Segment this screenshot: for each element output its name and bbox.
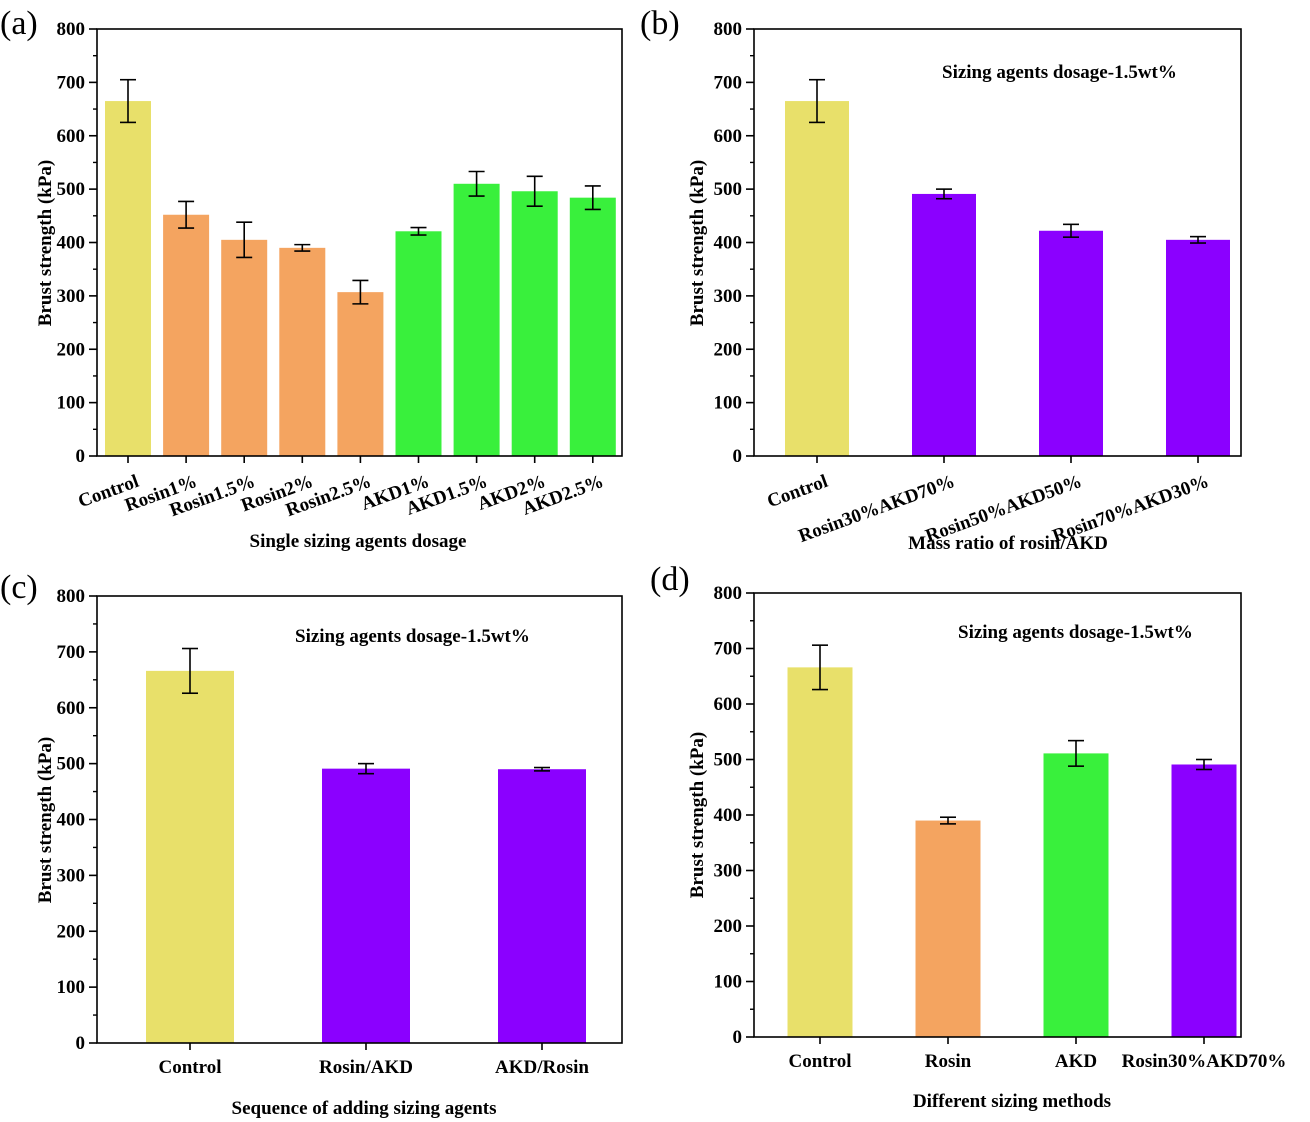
bar-AKD2.5% xyxy=(569,197,616,457)
bar-Rosin50%AKD50% xyxy=(1039,230,1103,456)
y-tick-label: 400 xyxy=(714,233,743,254)
y-tick-label: 300 xyxy=(57,865,86,886)
x-axis-title: Mass ratio of rosin/AKD xyxy=(908,533,1108,554)
x-tick-label: AKD/Rosin xyxy=(495,1057,589,1078)
bar-Rosin/AKD xyxy=(322,768,410,1043)
y-tick-label: 400 xyxy=(57,810,86,831)
y-tick-label: 800 xyxy=(57,19,86,40)
y-tick-label: 300 xyxy=(714,861,743,882)
y-tick-label: 500 xyxy=(714,750,743,771)
panel-label: (a) xyxy=(0,5,38,42)
y-tick-label: 600 xyxy=(57,126,86,147)
x-axis-title: Single sizing agents dosage xyxy=(250,531,467,552)
bar-Rosin2.5% xyxy=(337,292,384,456)
y-axis-title: Brust strength (kPa) xyxy=(687,732,708,898)
y-tick-label: 700 xyxy=(57,72,86,93)
y-tick-label: 100 xyxy=(57,977,86,998)
x-tick-label: Rosin/AKD xyxy=(319,1057,413,1078)
x-tick-label: Control xyxy=(159,1057,222,1078)
bar-Rosin2% xyxy=(279,247,326,456)
y-tick-label: 400 xyxy=(57,233,86,254)
y-tick-label: 600 xyxy=(714,694,743,715)
panel-label: (d) xyxy=(650,561,690,598)
bar-Rosin30%AKD70% xyxy=(1171,764,1237,1037)
x-tick-label: AKD xyxy=(1055,1051,1097,1072)
annotation: Sizing agents dosage-1.5wt% xyxy=(958,622,1193,643)
y-tick-label: 700 xyxy=(714,72,743,93)
x-tick-label: Rosin30%AKD70% xyxy=(1122,1051,1287,1072)
y-tick-label: 0 xyxy=(733,1027,743,1048)
y-tick-label: 100 xyxy=(714,393,743,414)
panel-b: (b) Sizing agents dosage-1.5wt% Mass rat… xyxy=(640,5,1242,554)
y-tick-label: 600 xyxy=(714,126,743,147)
y-axis-title: Brust strength (kPa) xyxy=(35,160,56,326)
annotation: Sizing agents dosage-1.5wt% xyxy=(942,62,1177,83)
y-tick-label: 200 xyxy=(57,921,86,942)
bar-Control xyxy=(787,667,853,1037)
y-tick-label: 300 xyxy=(714,286,743,307)
bar-Control xyxy=(146,670,234,1043)
y-tick-label: 700 xyxy=(714,639,743,660)
bar-AKD xyxy=(1043,753,1109,1037)
panel-a: (a) Single sizing agents dosage Brust st… xyxy=(0,5,623,552)
x-tick-label: Rosin xyxy=(925,1051,972,1072)
x-tick-label: Control xyxy=(789,1051,852,1072)
y-tick-label: 800 xyxy=(57,586,86,607)
bar-Control xyxy=(785,101,849,457)
y-tick-label: 100 xyxy=(57,393,86,414)
panel-label: (c) xyxy=(0,569,38,606)
x-axis-title: Different sizing methods xyxy=(913,1091,1111,1112)
bar-Rosin70%AKD30% xyxy=(1166,239,1230,456)
bar-AKD/Rosin xyxy=(498,769,586,1043)
panel-c: (c) Sizing agents dosage-1.5wt% Sequence… xyxy=(0,569,623,1119)
bar-Rosin1% xyxy=(163,214,210,456)
y-tick-label: 0 xyxy=(733,446,743,467)
y-tick-label: 800 xyxy=(714,583,743,604)
y-axis-title: Brust strength (kPa) xyxy=(35,737,56,903)
y-tick-label: 700 xyxy=(57,642,86,663)
bar-AKD1.5% xyxy=(453,183,500,456)
y-tick-label: 200 xyxy=(57,339,86,360)
panel-label: (b) xyxy=(640,5,680,42)
annotation: Sizing agents dosage-1.5wt% xyxy=(295,626,530,647)
bar-Rosin1.5% xyxy=(221,239,268,456)
y-axis-title: Brust strength (kPa) xyxy=(687,160,708,326)
y-tick-label: 600 xyxy=(57,698,86,719)
bar-AKD2% xyxy=(511,191,558,456)
bar-Control xyxy=(105,101,151,457)
y-tick-label: 400 xyxy=(714,805,743,826)
y-tick-label: 0 xyxy=(76,1033,86,1054)
y-tick-label: 0 xyxy=(76,446,86,467)
y-tick-label: 200 xyxy=(714,916,743,937)
y-tick-label: 100 xyxy=(714,972,743,993)
panel-d: (d) Sizing agents dosage-1.5wt% Differen… xyxy=(650,561,1286,1112)
x-axis-title: Sequence of adding sizing agents xyxy=(232,1098,497,1119)
x-tick-label: Control xyxy=(764,471,830,512)
y-tick-label: 200 xyxy=(714,339,743,360)
y-tick-label: 500 xyxy=(714,179,743,200)
bar-AKD1% xyxy=(395,231,442,456)
bar-Rosin30%AKD70% xyxy=(912,193,976,456)
bar-Rosin xyxy=(915,820,981,1037)
y-tick-label: 500 xyxy=(57,179,86,200)
y-tick-label: 800 xyxy=(714,19,743,40)
y-tick-label: 300 xyxy=(57,286,86,307)
y-tick-label: 500 xyxy=(57,754,86,775)
